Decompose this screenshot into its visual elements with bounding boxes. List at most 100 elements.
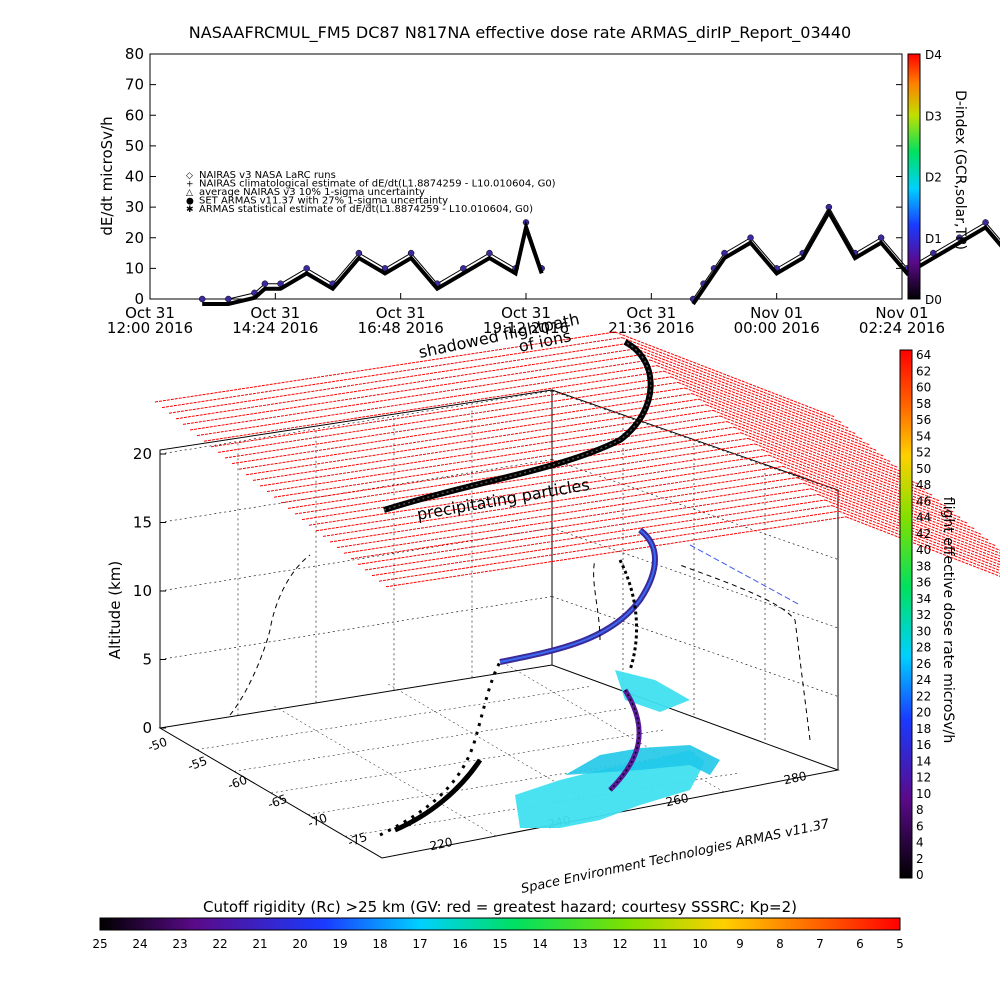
rigidity-line [189,359,651,431]
floor-grid [233,708,627,772]
legend-symbol: ✱ [186,205,194,215]
flight-trajectories [229,339,811,837]
top-ylabel: dE/dt microSv/h [98,116,116,235]
rigidity-line [705,404,927,491]
rigidity-tick-label: 8 [776,937,784,951]
rigidity-line [378,510,840,582]
series-point [982,219,989,226]
y-tick-label: 70 [125,76,144,94]
ground-track-dense [394,758,483,833]
dose-tick-label: 14 [916,754,931,768]
rigidity-line [315,460,777,532]
rigidity-line [329,471,791,543]
z-tick-label: 15 [133,514,152,532]
rigidity-line [210,376,672,448]
back-wall-right [551,389,839,770]
rigidity-line [259,415,721,487]
series-point [225,295,232,303]
rigidity-line [182,353,644,425]
rigidity-line [203,370,665,442]
legend-symbol: + [186,180,194,190]
z-tick-label: 0 [142,719,152,737]
dose-colorbar-ticks: 0246810121416182022242628303234363840424… [916,348,931,882]
dose-tick-label: 64 [916,348,931,362]
d-index-tick: D1 [925,232,942,246]
dose-tick-label: 12 [916,771,931,785]
rigidity-tick-label: 11 [652,937,667,951]
series-point [198,295,206,303]
x-tick-label-line1: Oct 31 [626,304,676,322]
latitude-tick-label: -75 [346,830,369,850]
rigidity-line [308,454,770,526]
rigidity-line [224,387,686,459]
rigidity-line [684,387,906,474]
rigidity-line [196,365,658,437]
rigidity-line [322,465,784,537]
x-tick-label-line1: Oct 31 [376,304,426,322]
x-tick-label-line2: 12:00 2016 [107,319,193,337]
rigidity-line [698,398,920,485]
dose-tick-label: 16 [916,738,931,752]
grid-line [551,596,839,697]
rigidity-line [740,432,962,519]
rigidity-line [838,510,1000,574]
rigidity-line [642,353,864,440]
rigidity-line [294,443,756,515]
dose-tick-label: 32 [916,608,931,622]
z-tick-label: 10 [133,582,152,600]
rigidity-line [301,449,763,521]
x-tick-label-line1: Nov 01 [750,304,803,322]
series-point [407,249,415,257]
d-index-label: D-index (GCR,solar,TP) [952,90,968,250]
dose-tick-label: 38 [916,559,931,573]
series-point [877,234,885,241]
legend-text: SET ARMAS v11.37 with 27% 1-sigma uncert… [199,196,448,207]
d-index-tick: D4 [925,48,942,62]
rigidity-line [385,516,847,588]
high-altitude-track-detail [383,341,652,511]
rigidity-tick-label: 9 [736,937,744,951]
series-point [261,280,269,287]
dose-rate-time-plot: dE/dt microSv/h 0 10 20 30 40 50 60 70 80 Oct 31… [98,45,1000,337]
floor-grid [270,729,664,794]
x-tick-label-line2: 14:24 2016 [232,319,318,337]
legend-text: ARMAS statistical estimate of dE/dt(L1.8… [199,204,533,215]
dose-tick-label: 50 [916,462,931,476]
floor-grid [196,686,590,750]
dose-tick-label: 60 [916,381,931,395]
z-tick-label: 20 [133,445,152,463]
dose-tick-label: 56 [916,413,931,427]
dose-tick-label: 52 [916,446,931,460]
low-altitude-track-detail [609,689,640,791]
back-wall-left [159,389,553,728]
dose-tick-label: 36 [916,576,931,590]
grid-line [159,459,553,523]
rigidity-tick-label: 20 [292,937,307,951]
top-series-points [198,203,1000,306]
rigidity-line [803,482,1000,560]
y-tick-label: 20 [125,229,144,247]
rigidity-line [621,337,843,424]
series-baseline [691,208,1000,306]
y-tick-label: 0 [134,290,144,308]
dose-tick-label: 30 [916,624,931,638]
rigidity-line [364,499,826,571]
rigidity-line [635,348,857,435]
d-index-tick: D3 [925,109,942,123]
dose-tick-label: 28 [916,641,931,655]
dose-tick-label: 48 [916,478,931,492]
rigidity-line [768,454,990,541]
dose-tick-label: 34 [916,592,931,606]
grid-line [551,527,839,629]
dose-tick-label: 18 [916,722,931,736]
legend-symbol: ◇ [186,171,193,181]
rigidity-line [273,426,735,498]
rigidity-tick-label: 19 [332,937,347,951]
x-tick-label-line2: 21:36 2016 [608,319,694,337]
z-tick-label: 5 [142,651,152,669]
latitude-tick-label: -65 [266,792,289,812]
rigidity-line [336,477,798,549]
rigidity-line [761,449,983,536]
